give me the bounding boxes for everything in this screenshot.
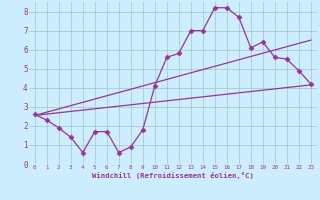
X-axis label: Windchill (Refroidissement éolien,°C): Windchill (Refroidissement éolien,°C) xyxy=(92,172,254,179)
